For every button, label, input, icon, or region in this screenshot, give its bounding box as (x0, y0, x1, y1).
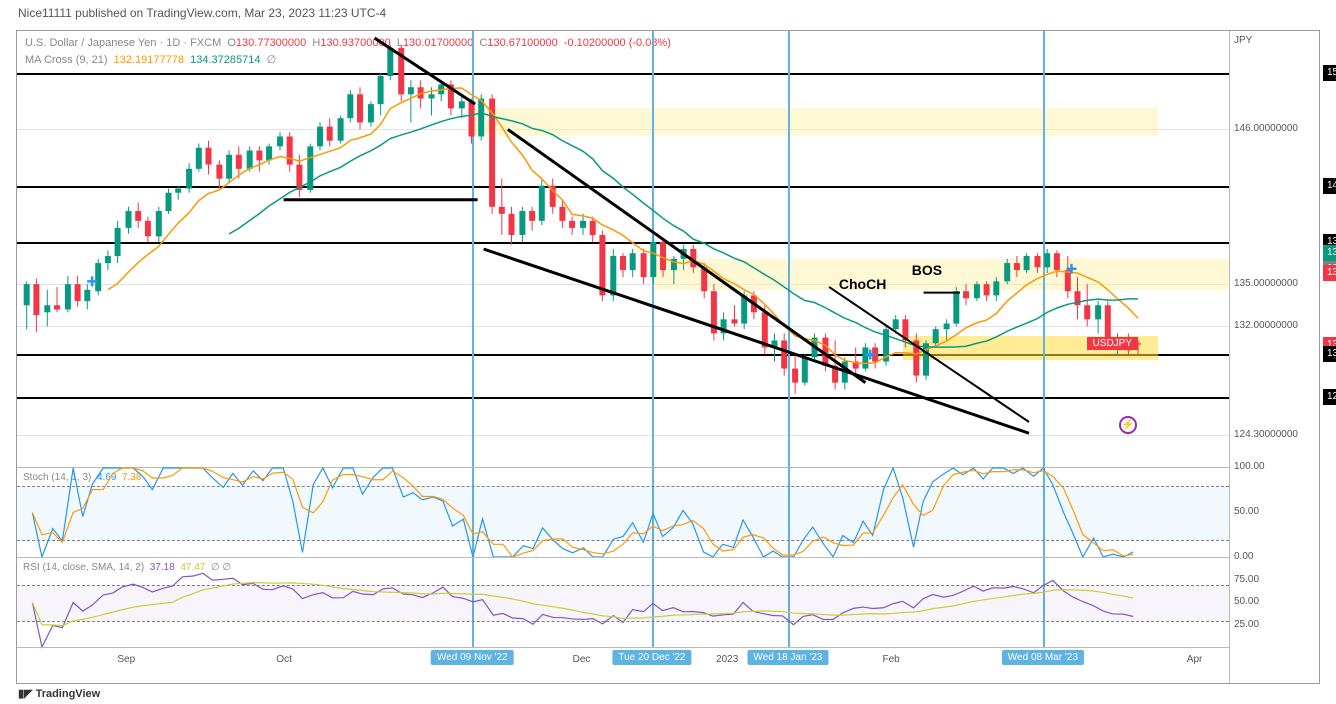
flash-icon: ⚡ (1119, 416, 1137, 434)
price-tag: 135.79100000 (1323, 265, 1336, 281)
y-tick: 146.00000000 (1234, 123, 1298, 134)
x-tick: Dec (573, 654, 591, 665)
annotation-choch: ChoCH (839, 276, 886, 292)
symbol-label: JPY (1234, 35, 1252, 46)
price-tag: 127.00000000 (1323, 389, 1336, 405)
y-tick: 132.00000000 (1234, 320, 1298, 331)
x-date-box: Wed 18 Jan '23 (747, 650, 828, 665)
price-tag: 142.00000000 (1323, 178, 1336, 194)
time-axis[interactable]: Sep Oct Dec 2023 Feb Apr Wed 09 Nov '22 Tue 20 … (17, 647, 1229, 675)
x-tick: Oct (276, 654, 292, 665)
price-axis[interactable]: JPY150.00000000142.00000000138.000000001… (1229, 31, 1319, 683)
price-tag: 130.00000000 (1323, 346, 1336, 362)
y-tick: 135.00000000 (1234, 278, 1298, 289)
price-tag: 137.22100000 (1323, 245, 1336, 261)
x-tick: 2023 (716, 654, 738, 665)
tradingview-logo: ▮◤ TradingView (18, 687, 100, 700)
price-panel[interactable]: ChoCHBOS⚡USDJPY (17, 31, 1229, 467)
annotation-bos: BOS (912, 262, 942, 278)
publish-header: Nice11111 published on TradingView.com, … (18, 6, 386, 20)
price-tag: 150.00000000 (1323, 65, 1336, 81)
rsi-panel[interactable]: RSI (14, close, SMA, 14, 2) 37.18 47.47 … (17, 557, 1229, 647)
x-date-box: Wed 08 Mar '23 (1002, 650, 1084, 665)
x-date-box: Wed 09 Nov '22 (431, 650, 514, 665)
x-tick: Apr (1187, 654, 1203, 665)
x-tick: Sep (117, 654, 135, 665)
x-tick: Feb (882, 654, 899, 665)
x-date-box: Tue 20 Dec '22 (612, 650, 691, 665)
stoch-panel[interactable]: Stoch (14, 1, 3) 4.69 7.38 (17, 467, 1229, 557)
y-tick: 124.30000000 (1234, 429, 1298, 440)
chart-frame: U.S. Dollar / Japanese Yen · 1D · FXCM O… (16, 30, 1320, 684)
